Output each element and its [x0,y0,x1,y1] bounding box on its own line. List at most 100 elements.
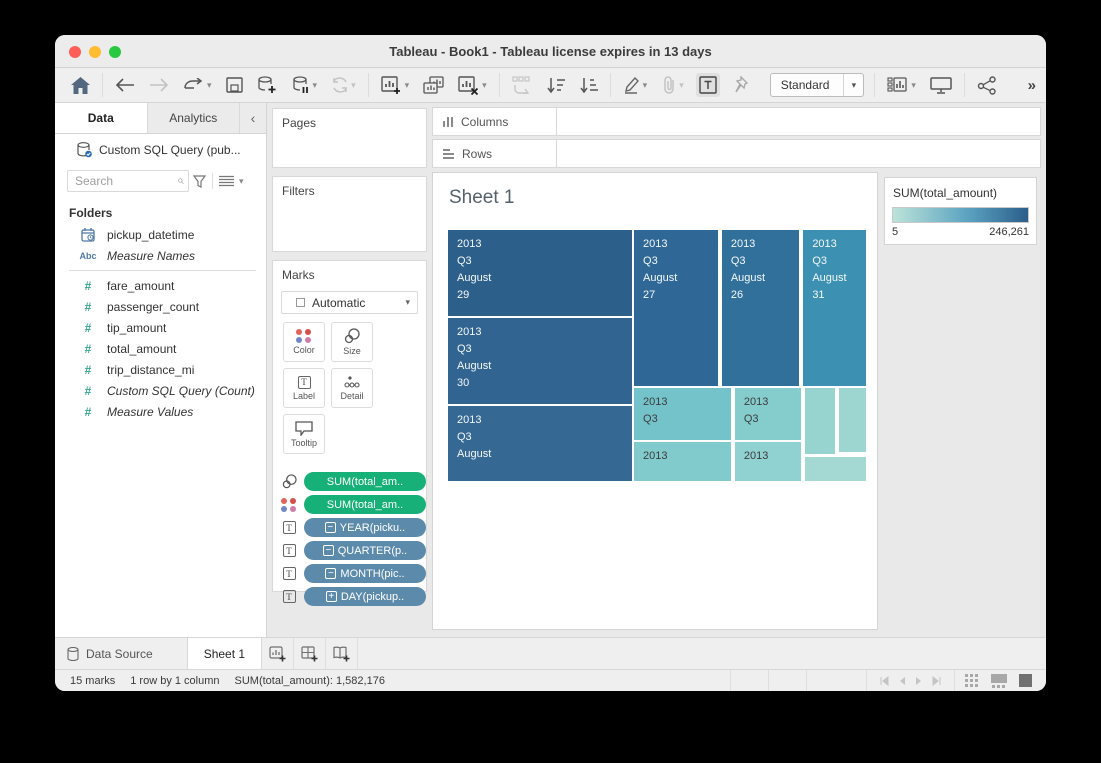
group-members-button[interactable]: ▾ [659,74,686,96]
single-view-icon[interactable] [1019,674,1032,687]
mark-type-value: Automatic [312,295,366,310]
treemap-block[interactable]: 2013 [733,441,803,482]
treemap-block-label: 2013 [743,450,769,462]
datasource-item[interactable]: Custom SQL Query (pub... [55,134,266,166]
sort-ascending-button[interactable] [544,75,567,96]
pause-updates-button[interactable]: ▾ [289,74,320,96]
tooltip-button[interactable]: Tooltip [283,414,325,454]
tab-data[interactable]: Data [55,103,148,133]
field-trip-distance[interactable]: # trip_distance_mi [55,359,266,380]
search-field[interactable]: ⌕ [67,170,189,192]
columns-shelf[interactable] [557,107,1041,136]
treemap-block[interactable]: 2013 Q3 August 27 [633,229,719,388]
clear-sheet-icon [458,75,479,95]
filters-card[interactable]: Filters [272,176,427,252]
next-page-icon[interactable] [915,676,923,686]
detail-button[interactable]: Detail [331,368,373,408]
treemap-block[interactable]: 2013 Q3 [633,387,732,441]
collapse-field-icon[interactable]: − [325,568,337,579]
treemap-block[interactable]: 2013 Q3 [733,387,803,441]
forward-button[interactable] [147,76,171,94]
treemap-block[interactable]: 2013 [633,441,732,482]
filmstrip-view-icon[interactable] [991,673,1007,688]
pill-quarter-pickup[interactable]: − QUARTER(p.. [304,541,426,560]
field-label: fare_amount [107,278,175,293]
treemap-block[interactable]: 2013 Q3 August [447,404,634,482]
color-legend[interactable]: SUM(total_amount) 5 246,261 [884,177,1037,245]
sort-descending-button[interactable] [577,75,600,96]
treemap-block[interactable] [804,456,867,482]
pill-month-pickup[interactable]: − MONTH(pic.. [304,564,426,583]
show-mark-labels-button[interactable] [695,73,720,97]
save-icon [225,77,243,93]
tab-analytics[interactable]: Analytics [148,103,240,133]
pill-sum-total-amount-size[interactable]: SUM(total_am.. [304,472,426,491]
mark-type-selector[interactable]: Automatic ▾ [281,291,418,314]
clear-sheet-button[interactable]: ▾ [456,74,489,97]
presentation-mode-button[interactable] [928,74,954,96]
save-button[interactable] [224,75,245,95]
grid-view-icon[interactable] [965,673,979,688]
field-custom-sql-count[interactable]: # Custom SQL Query (Count) [55,380,266,401]
data-source-tab[interactable]: Data Source [55,638,187,669]
close-button[interactable] [69,45,81,58]
swap-rows-columns-button[interactable] [510,74,534,96]
field-passenger-count[interactable]: # passenger_count [55,296,266,317]
color-button[interactable]: Color [283,322,325,362]
pill-year-pickup[interactable]: − YEAR(picku.. [304,518,426,537]
field-total-amount[interactable]: # total_amount [55,338,266,359]
first-page-icon[interactable] [879,675,889,686]
datasource-tab-icon [67,646,79,661]
field-measure-names[interactable]: Abc Measure Names [55,245,266,266]
columns-shelf-label: Columns [432,107,557,136]
mark-shape-icon [296,298,305,307]
collapse-field-icon[interactable]: − [324,522,336,533]
refresh-button[interactable]: ▾ [329,75,358,95]
previous-page-icon[interactable] [898,676,906,686]
sheet1-tab[interactable]: Sheet 1 [186,638,263,669]
size-button[interactable]: Size [331,322,373,362]
label-button[interactable]: T Label [283,368,325,408]
pill-day-pickup[interactable]: + DAY(pickup.. [304,587,426,606]
home-button[interactable] [69,75,92,96]
treemap-block[interactable]: 2013 Q3 August 26 [720,229,801,388]
toolbar-overflow-button[interactable]: » [1026,75,1036,96]
highlight-button[interactable]: ▾ [621,74,650,96]
field-tip-amount[interactable]: # tip_amount [55,317,266,338]
show-hide-cards-button[interactable]: ▾ [885,74,918,96]
new-dashboard-tab-button[interactable] [294,638,327,669]
view-options-button[interactable]: ▾ [219,175,244,187]
legend-gradient[interactable] [892,207,1029,223]
field-measure-values[interactable]: # Measure Values [55,401,266,422]
field-fare-amount[interactable]: # fare_amount [55,275,266,296]
zoom-button[interactable] [109,45,121,58]
undo-redo-button[interactable]: ▾ [181,76,214,94]
pages-card[interactable]: Pages [272,108,427,168]
rows-shelf[interactable] [557,139,1041,168]
new-worksheet-button[interactable]: ▾ [379,74,412,97]
treemap-block[interactable]: 2013 Q3 August 31 [802,229,867,388]
new-datasource-button[interactable] [255,74,279,96]
double-chevron-icon: » [1027,76,1036,94]
fix-axes-button[interactable] [730,74,750,96]
pill-sum-total-amount-color[interactable]: SUM(total_am.. [304,495,426,514]
collapse-pane-button[interactable]: ‹ [250,110,256,126]
treemap-block[interactable] [838,387,867,454]
filter-fields-button[interactable] [193,174,206,188]
back-button[interactable] [113,76,137,94]
search-input[interactable] [67,170,189,192]
share-button[interactable] [975,74,999,97]
treemap-block[interactable] [804,387,837,456]
duplicate-sheet-button[interactable] [421,74,446,96]
new-dashboard-icon [300,645,318,661]
new-worksheet-tab-button[interactable] [262,638,295,669]
expand-field-icon[interactable]: + [325,591,337,602]
treemap-block[interactable]: 2013 Q3 August 30 [447,316,634,405]
new-story-tab-button[interactable] [326,638,359,669]
field-pickup-datetime[interactable]: pickup_datetime [55,224,266,245]
collapse-field-icon[interactable]: − [322,545,334,556]
minimize-button[interactable] [89,45,101,58]
last-page-icon[interactable] [932,675,942,686]
fit-selector[interactable]: Standard ▾ [769,73,865,97]
treemap-block[interactable]: 2013 Q3 August 29 [447,229,634,317]
